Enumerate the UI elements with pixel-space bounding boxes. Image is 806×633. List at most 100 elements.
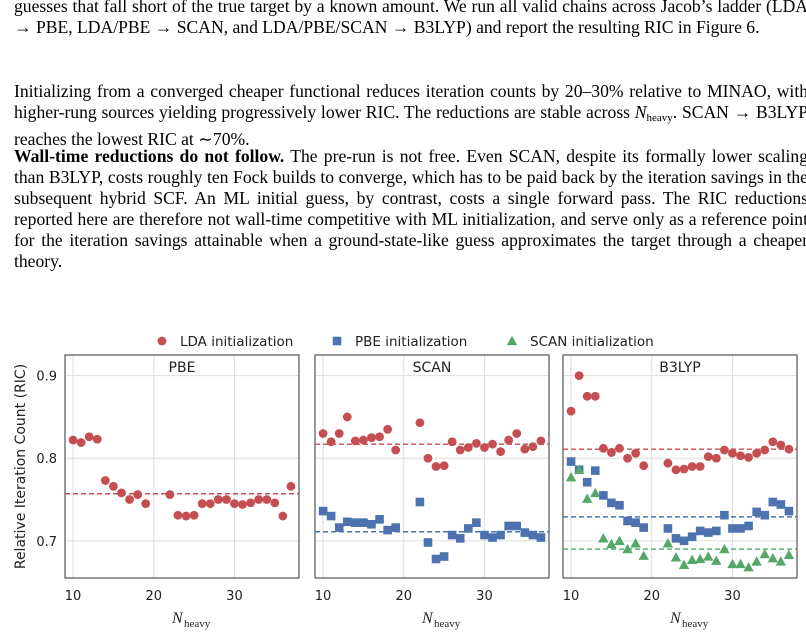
data-point <box>463 443 473 452</box>
data-point <box>375 432 384 442</box>
data-point <box>262 495 272 504</box>
data-point <box>504 521 513 531</box>
data-point <box>496 447 505 457</box>
data-point <box>342 412 352 422</box>
data-point <box>703 528 713 537</box>
data-point <box>590 466 600 475</box>
data-point <box>109 481 118 491</box>
data-point <box>367 520 376 529</box>
n-heavy-subscript: heavy <box>646 112 673 124</box>
figure-6-scatter: LDA initialization PBE initialization SCAN… <box>13 334 798 630</box>
data-point <box>687 532 697 542</box>
data-point <box>117 488 126 498</box>
data-point <box>512 429 522 438</box>
data-point <box>383 424 393 434</box>
paragraph-2-part-b: . SCAN → B3LYP reaches the lowest RIC at… <box>14 102 806 149</box>
data-point <box>678 559 690 569</box>
data-point <box>711 555 722 565</box>
data-point <box>720 510 729 520</box>
data-point <box>197 499 207 509</box>
legend-marker-1 <box>332 336 342 346</box>
n-heavy-symbol: N <box>634 102 647 122</box>
data-point <box>630 538 641 548</box>
data-point <box>286 481 296 491</box>
data-point <box>133 490 143 499</box>
data-point <box>728 524 737 533</box>
data-point <box>784 444 794 454</box>
data-point <box>711 453 721 463</box>
x-tick-label-2: 30 <box>724 589 741 604</box>
legend-marker-0 <box>157 336 167 346</box>
y-tick-label-2: 0.9 <box>36 370 57 385</box>
data-point <box>334 429 344 438</box>
data-point <box>318 429 328 438</box>
data-point <box>238 500 247 509</box>
x-axis-label-subscript: heavy <box>682 618 709 630</box>
data-point <box>520 528 530 537</box>
data-point <box>686 554 698 564</box>
data-point <box>565 472 577 482</box>
data-point <box>623 516 632 526</box>
y-tick-label-1: 0.8 <box>36 452 57 467</box>
data-point <box>504 435 514 445</box>
y-axis-label: Relative Iteration Count (RIC) <box>13 364 29 569</box>
data-point <box>775 556 787 566</box>
data-point <box>431 462 441 471</box>
data-point <box>512 521 522 531</box>
data-point <box>694 553 706 564</box>
data-point <box>100 476 110 485</box>
panel-title: B3LYP <box>659 360 700 376</box>
data-point <box>270 498 280 508</box>
data-point <box>173 510 183 520</box>
data-point <box>744 521 753 531</box>
panel-frame <box>314 354 550 579</box>
data-point <box>615 443 624 453</box>
data-point <box>431 554 441 564</box>
data-point <box>582 477 592 487</box>
data-point <box>687 462 697 471</box>
data-point <box>783 549 795 560</box>
data-point <box>423 453 433 463</box>
data-point <box>638 550 649 560</box>
data-point <box>573 464 585 474</box>
data-point <box>752 448 762 458</box>
data-point <box>221 495 231 504</box>
data-point <box>727 558 738 569</box>
data-point <box>671 465 681 475</box>
data-point <box>582 493 593 503</box>
data-point <box>359 518 368 527</box>
legend-label-2: SCAN initialization <box>530 334 654 350</box>
data-point <box>76 438 86 447</box>
data-point <box>663 524 673 533</box>
data-point <box>391 523 400 532</box>
data-point <box>334 523 344 532</box>
panel-frame <box>64 354 300 579</box>
data-point <box>776 500 786 509</box>
legend-marker-2 <box>506 335 518 346</box>
data-point <box>639 461 649 471</box>
panel-b3lyp: B3LYP 10 20 30 N heavy <box>562 354 798 630</box>
x-tick-label-1: 20 <box>145 589 162 604</box>
data-point <box>622 543 633 554</box>
paragraph-3-body: The pre-run is not free. Even SCAN, desp… <box>14 146 806 271</box>
data-point <box>536 533 546 542</box>
data-point <box>759 548 770 559</box>
data-point <box>599 491 608 500</box>
data-point <box>590 391 600 401</box>
data-point <box>639 523 648 532</box>
data-point <box>631 448 641 458</box>
data-point <box>614 535 625 545</box>
data-point <box>68 435 78 445</box>
data-point <box>278 511 288 521</box>
data-point <box>607 498 616 508</box>
paragraph-2-part-a: Initializing from a converged cheaper fu… <box>14 81 806 122</box>
data-point <box>744 453 753 462</box>
data-point <box>695 526 705 536</box>
data-point <box>528 442 538 452</box>
data-point <box>760 510 770 520</box>
data-point <box>84 432 94 442</box>
paragraph-1: guesses that fall short of the true targ… <box>14 0 806 37</box>
data-point <box>455 534 465 543</box>
data-point <box>351 518 360 527</box>
data-point <box>679 536 689 546</box>
